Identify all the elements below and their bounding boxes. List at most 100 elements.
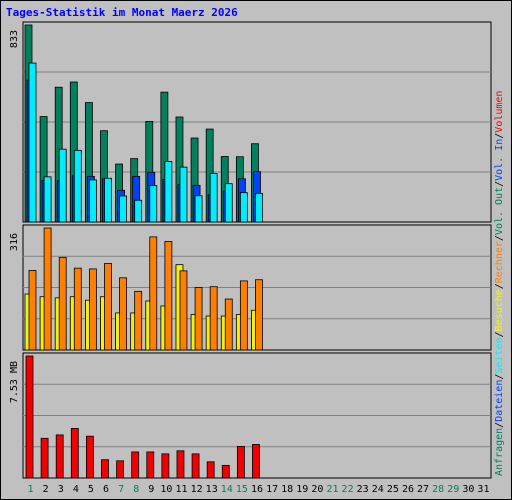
bar-rechner xyxy=(119,277,127,351)
bar-seiten xyxy=(224,183,233,223)
bar-seiten xyxy=(119,195,127,223)
legend-entry: / xyxy=(494,331,505,337)
bar-rechner xyxy=(88,268,97,351)
bar-volumen xyxy=(131,451,140,479)
legend-right: Anfragen/Dateien/Seiten/Besuche/Rechner/… xyxy=(494,91,505,476)
xtick-label: 22 xyxy=(342,484,354,495)
xtick-label: 18 xyxy=(281,484,293,495)
legend-entry: / xyxy=(494,422,505,428)
bar-volumen xyxy=(236,446,245,479)
bar-volumen xyxy=(85,435,94,479)
legend-entry: / xyxy=(494,283,505,289)
bar-rechner xyxy=(255,279,263,351)
legend-entry: Besuche xyxy=(494,289,505,331)
bar-seiten xyxy=(58,148,67,223)
xtick-label: 20 xyxy=(311,484,323,495)
xtick-label: 9 xyxy=(148,484,154,495)
bar-seiten xyxy=(88,179,97,223)
xtick-label: 29 xyxy=(447,484,459,495)
legend-entry: / xyxy=(494,181,505,187)
bar-volumen xyxy=(176,450,185,479)
bar-rechner xyxy=(58,256,67,351)
xtick-label: 17 xyxy=(266,484,278,495)
bar-seiten xyxy=(28,62,37,223)
bar-rechner xyxy=(43,227,52,351)
xtick-label: 1 xyxy=(28,484,34,495)
xtick-label: 27 xyxy=(417,484,429,495)
xtick-label: 26 xyxy=(402,484,414,495)
xtick-label: 2 xyxy=(43,484,49,495)
bar-rechner xyxy=(149,236,158,351)
bar-seiten xyxy=(255,192,263,223)
legend-entry: Vol. Out xyxy=(494,187,505,235)
bar-seiten xyxy=(73,149,82,223)
legend-entry: Volumen xyxy=(494,91,505,133)
bar-rechner xyxy=(104,263,112,351)
bar-seiten xyxy=(179,166,188,223)
bar-rechner xyxy=(134,290,143,351)
bar-volumen xyxy=(206,461,215,479)
xtick-label: 14 xyxy=(221,484,233,495)
bar-seiten xyxy=(104,177,112,223)
bar-rechner xyxy=(28,270,37,351)
legend-entry: / xyxy=(494,374,505,380)
legend-entry: Anfragen xyxy=(494,428,505,476)
bar-volumen xyxy=(70,428,79,479)
xtick-label: 21 xyxy=(326,484,338,495)
legend-entry: Seiten xyxy=(494,337,505,373)
ytick-max-bottom: 7.53 MB xyxy=(9,361,20,403)
bar-rechner xyxy=(224,298,233,351)
xtick-label: 23 xyxy=(357,484,369,495)
bar-volumen xyxy=(101,459,109,479)
bar-volumen xyxy=(252,444,260,479)
xtick-label: 11 xyxy=(175,484,187,495)
xtick-label: 31 xyxy=(477,484,489,495)
xtick-label: 5 xyxy=(88,484,94,495)
ytick-max-middle: 316 xyxy=(9,233,20,251)
bar-rechner xyxy=(209,286,218,351)
xtick-label: 30 xyxy=(462,484,474,495)
bar-volumen xyxy=(116,460,124,479)
legend-entry: Vol. In xyxy=(494,139,505,181)
legend-entry: / xyxy=(494,235,505,241)
bar-seiten xyxy=(43,176,52,223)
legend-entry: / xyxy=(494,133,505,139)
xtick-label: 7 xyxy=(118,484,124,495)
bar-volumen xyxy=(221,464,230,479)
xtick-label: 13 xyxy=(206,484,218,495)
bar-volumen xyxy=(161,453,170,479)
bar-rechner xyxy=(164,241,173,351)
legend-entry: Rechner xyxy=(494,241,505,283)
bar-seiten xyxy=(194,195,203,223)
xtick-label: 28 xyxy=(432,484,444,495)
xtick-label: 10 xyxy=(160,484,172,495)
bar-rechner xyxy=(194,287,203,351)
bar-seiten xyxy=(149,185,158,223)
xtick-label: 19 xyxy=(296,484,308,495)
xtick-label: 25 xyxy=(387,484,399,495)
xtick-label: 24 xyxy=(372,484,384,495)
bar-volumen xyxy=(191,453,200,479)
bar-seiten xyxy=(164,161,173,223)
xtick-label: 4 xyxy=(73,484,79,495)
legend-entry: Dateien xyxy=(494,380,505,422)
bar-seiten xyxy=(134,199,143,223)
xtick-label: 15 xyxy=(236,484,248,495)
ytick-max-top: 833 xyxy=(9,30,20,48)
bar-seiten xyxy=(209,173,218,223)
xtick-label: 8 xyxy=(133,484,139,495)
xtick-label: 12 xyxy=(191,484,203,495)
xtick-label: 6 xyxy=(103,484,109,495)
bar-rechner xyxy=(73,267,82,351)
xtick-label: 3 xyxy=(58,484,64,495)
bar-volumen xyxy=(146,451,155,479)
chart-title: Tages-Statistik im Monat Maerz 2026 xyxy=(6,6,238,19)
bar-rechner xyxy=(239,280,248,351)
bar-volumen xyxy=(25,355,34,479)
bar-rechner xyxy=(179,270,188,351)
xtick-label: 16 xyxy=(251,484,263,495)
bar-volumen xyxy=(40,437,49,479)
bar-seiten xyxy=(239,192,248,223)
